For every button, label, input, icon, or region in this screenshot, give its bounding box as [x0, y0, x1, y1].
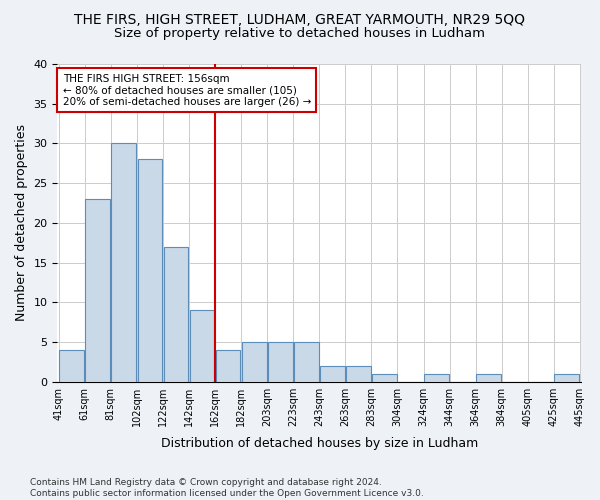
Bar [137, 160, 162, 382]
Bar [268, 342, 293, 382]
Bar [320, 366, 344, 382]
Bar [164, 246, 188, 382]
Text: THE FIRS HIGH STREET: 156sqm
← 80% of detached houses are smaller (105)
20% of s: THE FIRS HIGH STREET: 156sqm ← 80% of de… [62, 74, 311, 106]
Bar [372, 374, 397, 382]
Bar [242, 342, 266, 382]
Bar [190, 310, 214, 382]
Bar [424, 374, 449, 382]
Bar [476, 374, 501, 382]
Text: THE FIRS, HIGH STREET, LUDHAM, GREAT YARMOUTH, NR29 5QQ: THE FIRS, HIGH STREET, LUDHAM, GREAT YAR… [74, 12, 526, 26]
Bar [346, 366, 371, 382]
Y-axis label: Number of detached properties: Number of detached properties [15, 124, 28, 322]
Text: Contains HM Land Registry data © Crown copyright and database right 2024.
Contai: Contains HM Land Registry data © Crown c… [30, 478, 424, 498]
X-axis label: Distribution of detached houses by size in Ludham: Distribution of detached houses by size … [161, 437, 478, 450]
Bar [112, 144, 136, 382]
Bar [216, 350, 241, 382]
Bar [554, 374, 579, 382]
Bar [59, 350, 84, 382]
Bar [294, 342, 319, 382]
Bar [85, 199, 110, 382]
Text: Size of property relative to detached houses in Ludham: Size of property relative to detached ho… [115, 28, 485, 40]
